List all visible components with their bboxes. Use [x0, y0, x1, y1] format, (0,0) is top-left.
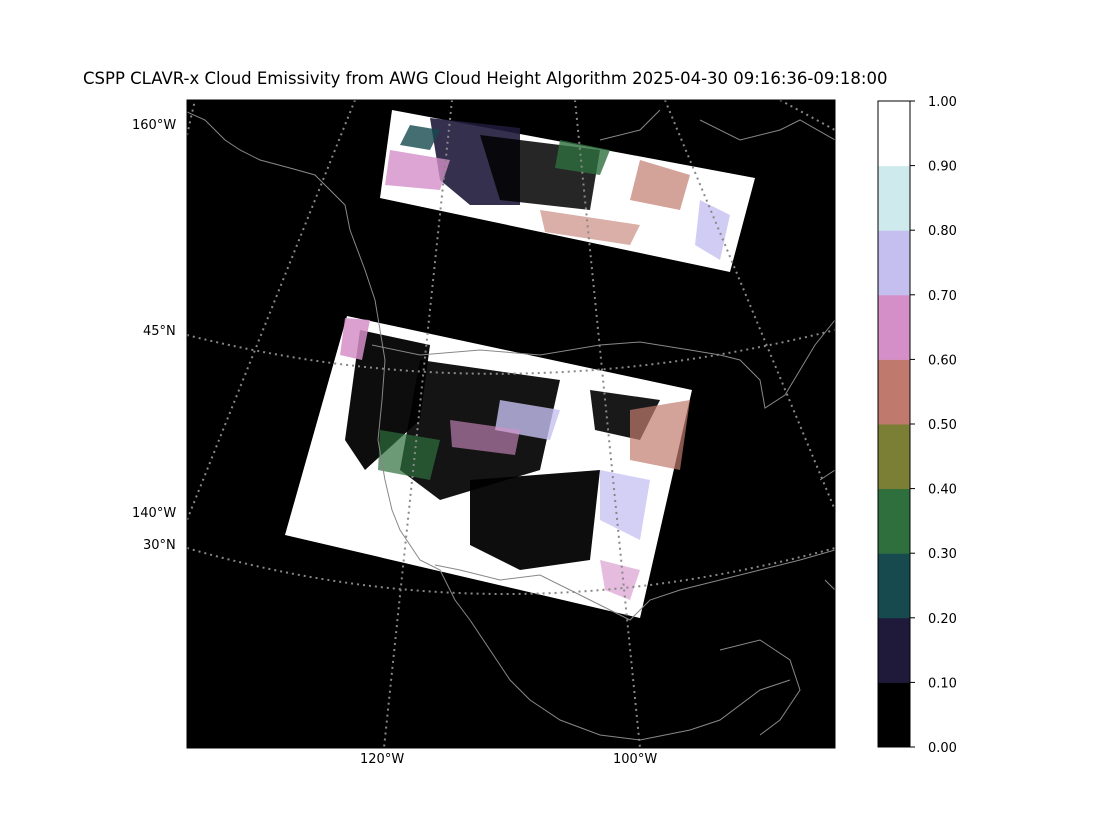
lon-label: 100°W [613, 752, 658, 767]
colorbar-tick-label: 0.70 [928, 289, 957, 304]
lat-lon-label: 140°W [132, 506, 177, 521]
colorbar-segment [878, 359, 910, 425]
colorbar-tick-label: 0.20 [928, 612, 957, 627]
colorbar-segment [878, 488, 910, 554]
colorbar-segment [878, 230, 910, 296]
colorbar-segment [878, 617, 910, 683]
colorbar-tick-label: 0.90 [928, 160, 957, 175]
colorbar-segment [878, 165, 910, 231]
colorbar-tick-label: 0.30 [928, 547, 957, 562]
colorbar-tick-label: 0.80 [928, 224, 957, 239]
colorbar-segment [878, 682, 910, 748]
colorbar-tick-label: 1.00 [928, 95, 957, 110]
colorbar-tick-label: 0.50 [928, 418, 957, 433]
colorbar-tick-label: 0.60 [928, 353, 957, 368]
graticule [187, 100, 835, 748]
colorbar-segment [878, 553, 910, 619]
upper-swath [380, 110, 755, 272]
colorbar-tick-label: 0.40 [928, 483, 957, 498]
colorbar-tick-label: 0.10 [928, 676, 957, 691]
colorbar-segment [878, 424, 910, 490]
lat-lon-label: 30°N [143, 538, 176, 553]
map-frame [186, 99, 836, 749]
lat-lon-label: 45°N [143, 324, 176, 339]
colorbar-tick-label: 0.00 [928, 741, 957, 756]
colorbar-segment [878, 294, 910, 360]
plot-title: CSPP CLAVR-x Cloud Emissivity from AWG C… [83, 69, 888, 88]
lat-lon-label: 160°W [132, 118, 177, 133]
coastlines [187, 109, 835, 741]
lower-swath [285, 316, 692, 618]
lon-label: 120°W [360, 752, 405, 767]
colorbar-segment [878, 101, 910, 167]
